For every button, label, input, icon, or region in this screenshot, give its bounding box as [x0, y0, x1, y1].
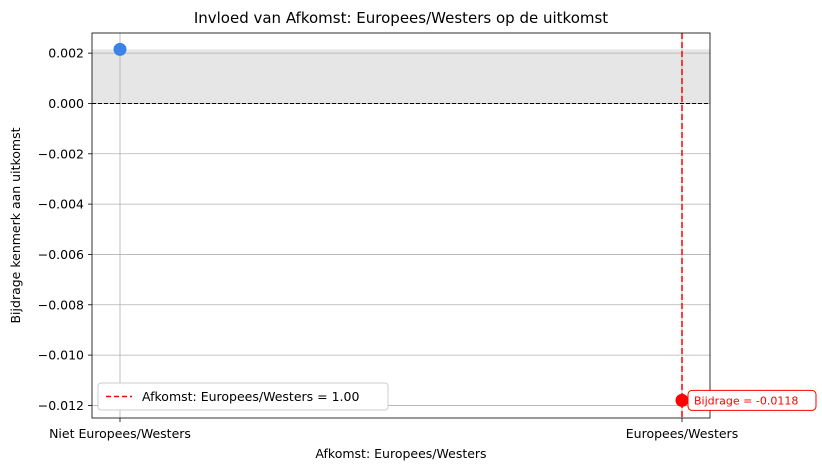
legend-entry-label: Afkomst: Europees/Westers = 1.00	[142, 389, 359, 404]
y-tick-label: −0.006	[38, 247, 84, 262]
annotation: Bijdrage = -0.0118	[687, 389, 817, 411]
ticks-layer: 0.002 0.000 −0.002 −0.004 −0.006 −0.008 −0.010…	[38, 46, 738, 441]
shaded-band	[92, 49, 710, 104]
plot-frame	[91, 32, 711, 419]
y-tick-label: −0.002	[38, 146, 84, 161]
y-tick-label: −0.004	[38, 197, 84, 212]
x-tick-label: Niet Europees/Westers	[49, 426, 191, 441]
data-point	[113, 42, 127, 56]
data-point	[675, 393, 689, 407]
chart-title: Invloed van Afkomst: Europees/Westers op…	[194, 9, 608, 27]
plot-background-layer	[92, 49, 710, 104]
y-tick-label: −0.012	[38, 398, 84, 413]
legend-box	[97, 382, 389, 411]
y-axis-label: Bijdrage kenmerk aan uitkomst	[8, 127, 23, 323]
legend: Afkomst: Europees/Westers = 1.00	[97, 382, 389, 411]
annotation-box	[687, 389, 817, 411]
series-layer	[92, 33, 710, 418]
y-tick-label: −0.010	[38, 348, 84, 363]
annotation-label: Bijdrage = -0.0118	[694, 394, 798, 407]
x-axis-label: Afkomst: Europees/Westers	[315, 446, 486, 461]
x-tick-label: Europees/Westers	[626, 426, 738, 441]
y-tick-label: −0.008	[38, 297, 84, 312]
y-tick-label: 0.002	[48, 46, 84, 61]
y-tick-label: 0.000	[48, 96, 84, 111]
